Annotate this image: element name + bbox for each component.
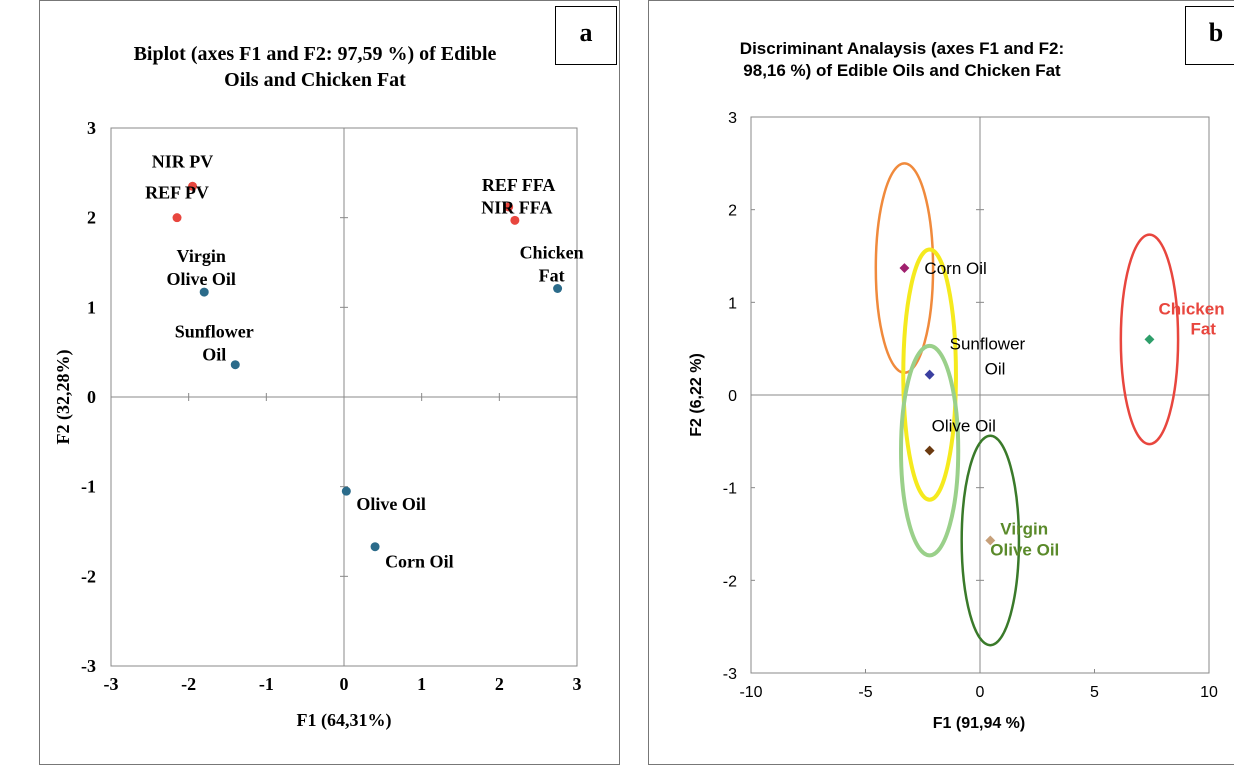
y-tick-label: -3 (723, 666, 737, 683)
data-label-line: Virgin (177, 246, 226, 266)
y-tick-label: 2 (728, 203, 737, 220)
data-label: Sunflower Oil (950, 335, 1026, 379)
y-tick-label: -3 (81, 656, 96, 676)
y-tick-label: 3 (728, 110, 737, 127)
discriminant-panel: b Discriminant Analaysis (axes F1 and F2… (648, 0, 1234, 765)
y-tick-label: 0 (87, 387, 96, 407)
x-tick-label: -1 (259, 674, 274, 694)
data-point (341, 486, 351, 496)
data-label: REF PV (145, 183, 209, 203)
data-point (553, 284, 563, 294)
chart-title: 98,16 %) of Edible Oils and Chicken Fat (743, 61, 1061, 80)
data-label-line: Chicken (520, 243, 584, 263)
data-point (985, 535, 996, 546)
data-label-line: Oil (985, 360, 1006, 379)
data-label: Chicken Fat (520, 243, 584, 286)
x-tick-label: 5 (1090, 684, 1099, 701)
data-point (504, 202, 514, 212)
data-point (924, 369, 935, 380)
x-axis-title: F1 (91,94 %) (933, 715, 1025, 732)
y-tick-label: 2 (87, 208, 96, 228)
data-label: NIR FFA (481, 197, 552, 217)
x-tick-label: 1 (417, 674, 426, 694)
discriminant-chart: Discriminant Analaysis (axes F1 and F2: 9… (688, 39, 1225, 732)
x-tick-label: 3 (573, 674, 582, 694)
data-label-line: Olive Oil (990, 540, 1059, 559)
chart-title: Discriminant Analaysis (axes F1 and F2: (740, 39, 1064, 58)
data-label: Corn Oil (924, 259, 986, 278)
data-label-line: Fat (1190, 319, 1216, 338)
data-label-line: Sunflower (175, 322, 254, 342)
y-tick-label: -2 (81, 566, 96, 586)
y-tick-label: 3 (87, 118, 96, 138)
data-point (370, 542, 380, 552)
data-point (199, 287, 209, 297)
data-label-line: Olive Oil (166, 269, 236, 289)
data-point (1144, 334, 1155, 345)
data-point (924, 445, 935, 456)
x-tick-label: -2 (181, 674, 196, 694)
data-label-line: Virgin (1000, 519, 1048, 538)
panel-label-badge: b (1185, 6, 1234, 65)
y-tick-label: -2 (723, 573, 737, 590)
x-axis-title: F1 (64,31%) (297, 710, 392, 731)
data-point (899, 263, 910, 273)
biplot-panel: a Biplot (axes F1 and F2: 97,59 %) of Ed… (39, 0, 620, 765)
data-label: Virgin Olive Oil (990, 519, 1059, 559)
confidence-ellipse (898, 343, 961, 558)
confidence-ellipse (960, 434, 1021, 647)
data-label: Olive Oil (932, 417, 996, 436)
data-label: Corn Oil (385, 552, 454, 572)
data-label-line: Fat (539, 266, 565, 286)
data-point (230, 360, 240, 370)
data-label-line: Chicken (1158, 299, 1224, 318)
y-tick-label: 1 (728, 295, 737, 312)
panel-label-badge: a (555, 6, 617, 65)
x-tick-label: 10 (1200, 684, 1218, 701)
x-tick-label: -10 (739, 684, 762, 701)
y-axis-title: F2 (6,22 %) (688, 353, 705, 437)
data-label: Virgin Olive Oil (166, 246, 236, 289)
data-point (510, 215, 520, 225)
data-label: NIR PV (152, 151, 214, 171)
confidence-ellipse (1119, 233, 1180, 446)
data-label: Chicken Fat (1158, 299, 1224, 338)
y-tick-label: -1 (81, 477, 96, 497)
data-label: Sunflower Oil (175, 322, 254, 365)
data-label-line: Oil (202, 345, 226, 365)
data-point (188, 181, 198, 191)
data-label: REF FFA (482, 175, 556, 195)
x-tick-label: 0 (976, 684, 985, 701)
x-tick-label: -5 (858, 684, 872, 701)
data-label: Olive Oil (356, 494, 426, 514)
x-tick-label: 0 (340, 674, 349, 694)
data-label-line: Sunflower (950, 335, 1026, 354)
y-tick-label: 0 (728, 388, 737, 405)
biplot-chart: Biplot (axes F1 and F2: 97,59 %) of Edib… (53, 43, 584, 731)
data-point (172, 213, 182, 223)
chart-title: Oils and Chicken Fat (224, 69, 406, 91)
y-axis-title: F2 (32,28%) (53, 350, 74, 445)
x-tick-label: 2 (495, 674, 504, 694)
chart-title: Biplot (axes F1 and F2: 97,59 %) of Edib… (134, 43, 497, 65)
y-tick-label: -1 (723, 481, 737, 498)
x-tick-label: -3 (104, 674, 119, 694)
y-tick-label: 1 (87, 297, 96, 317)
confidence-ellipse (901, 247, 958, 502)
